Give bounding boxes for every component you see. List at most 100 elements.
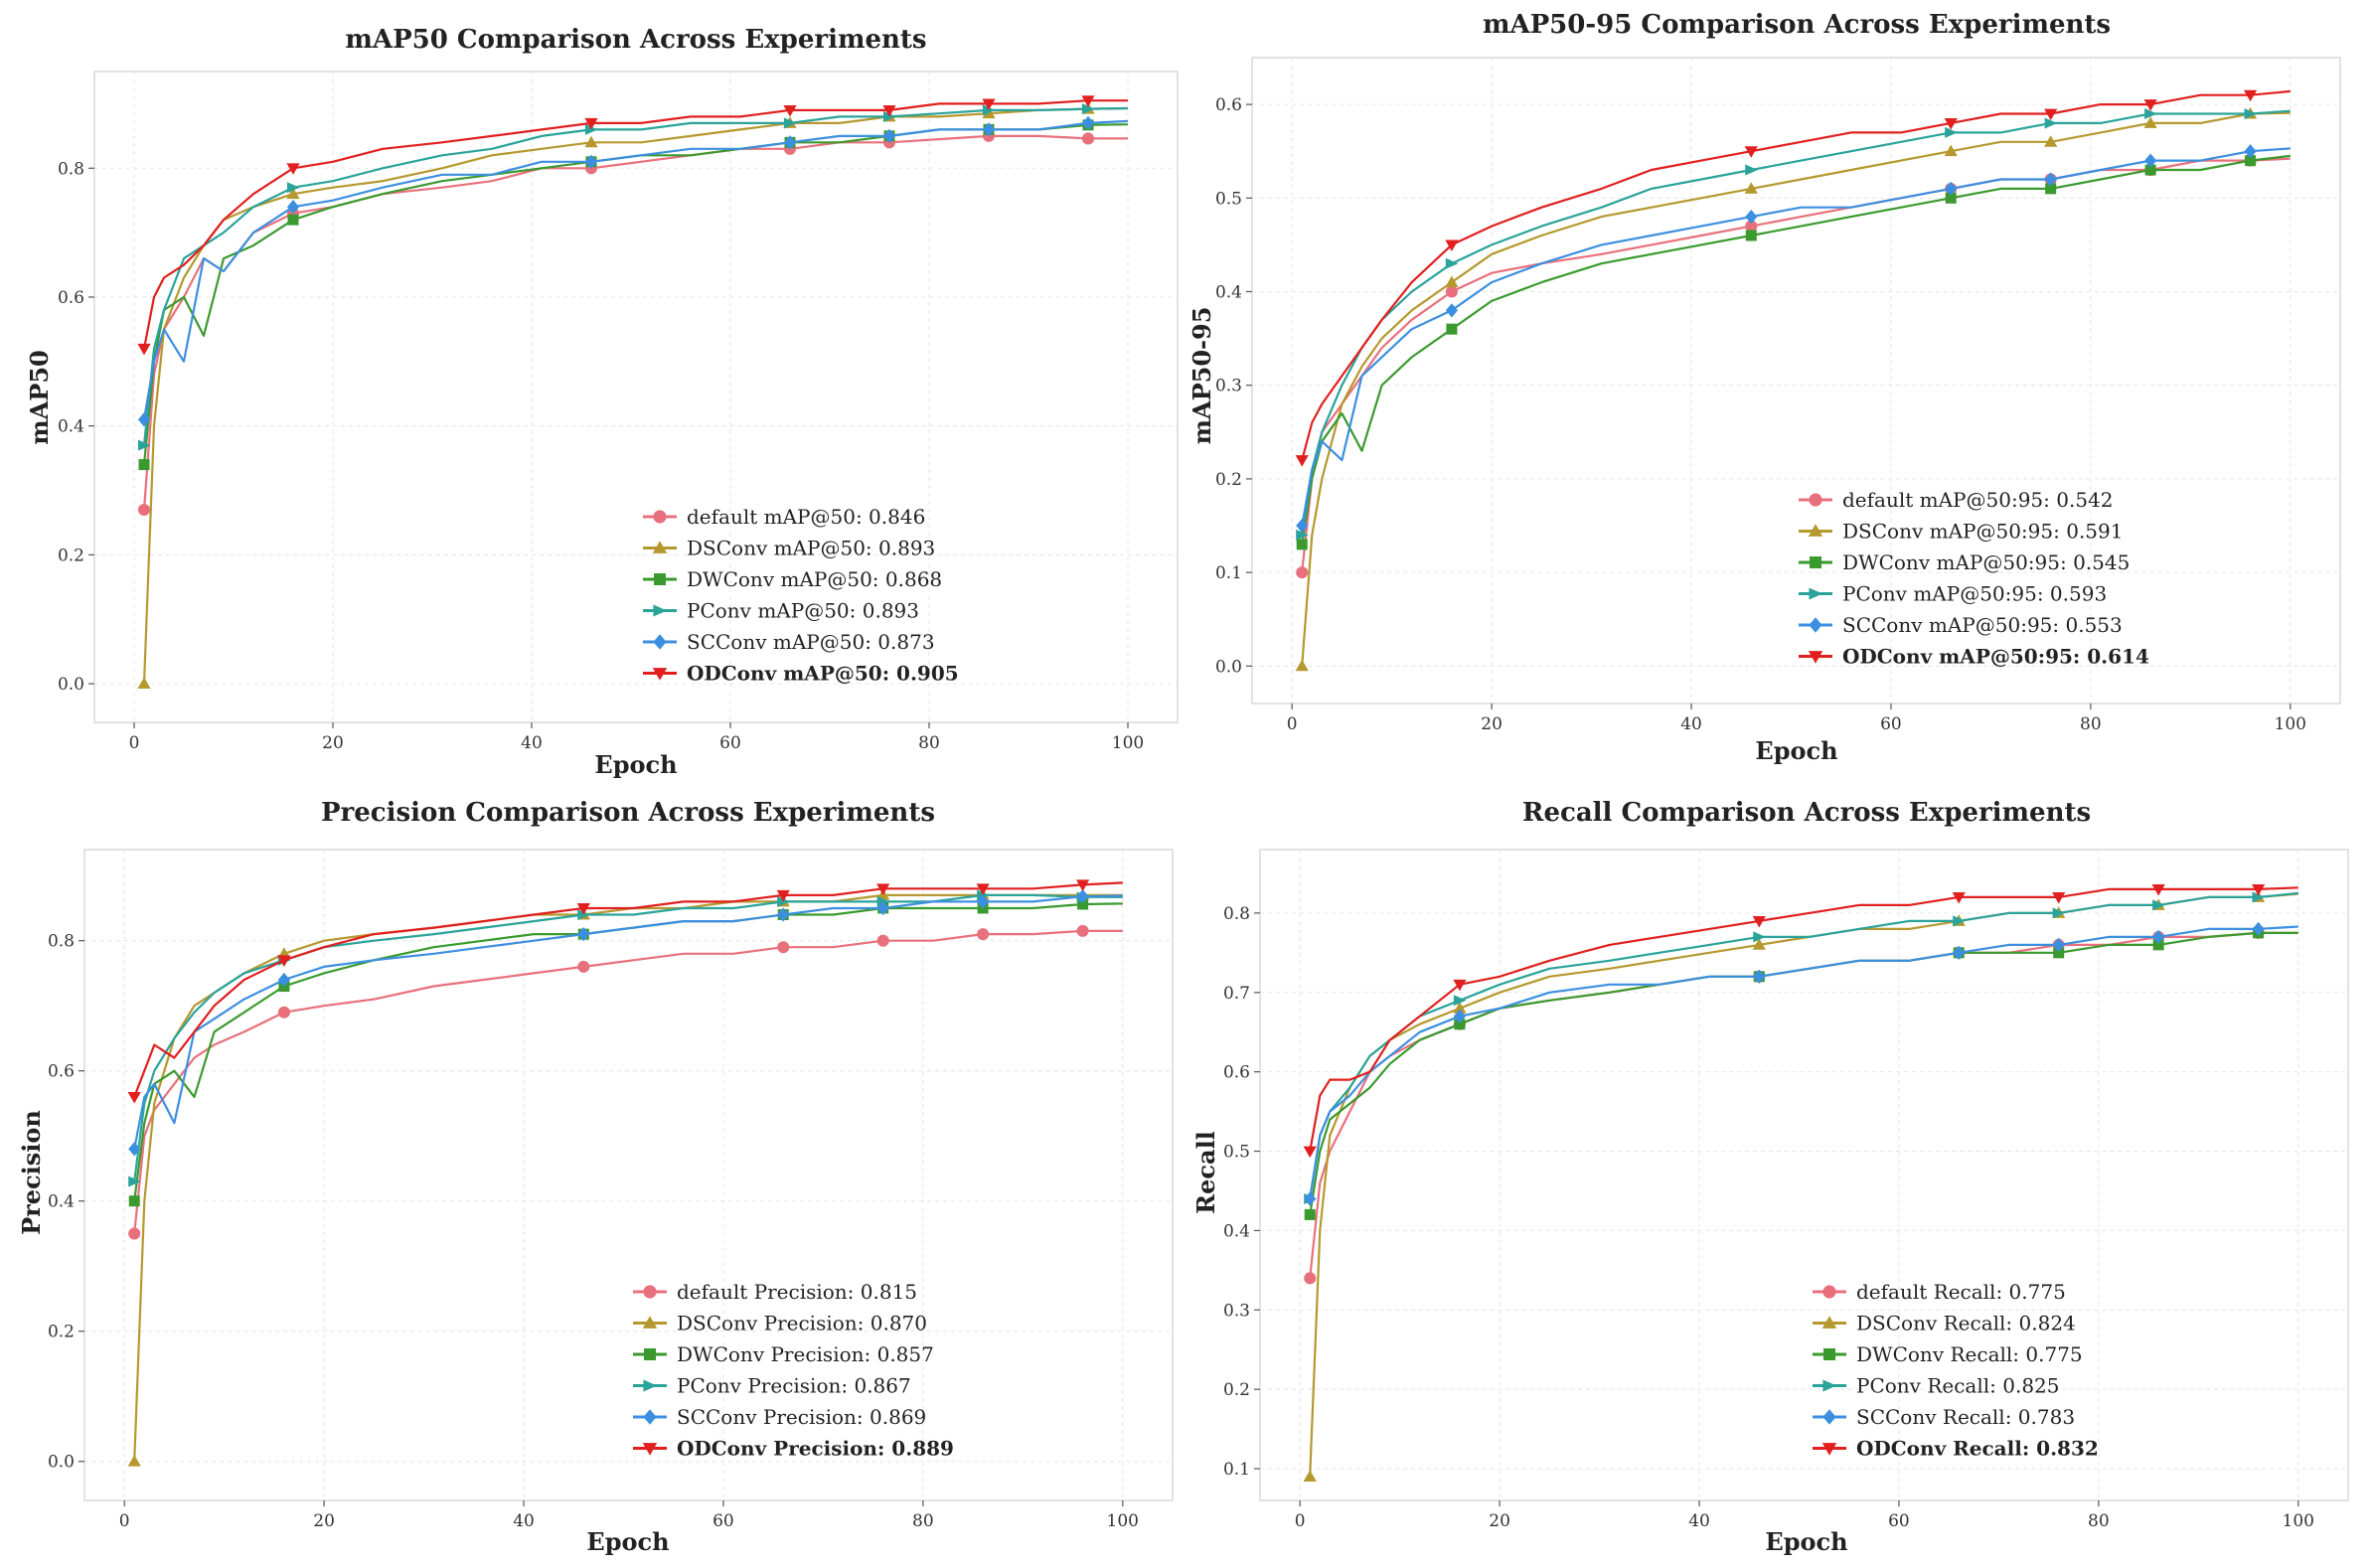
data-point: [1753, 969, 1766, 984]
legend: default Precision: 0.815 DSConv Precision…: [633, 1280, 954, 1461]
legend-label: DSConv mAP@50: 0.893: [687, 537, 935, 560]
data-point: [2144, 153, 2157, 168]
x-tick-label: 20: [322, 733, 344, 753]
legend-marker: [1822, 1379, 1837, 1392]
data-point: [1081, 103, 1095, 115]
chart-title: Recall Comparison Across Experiments: [1522, 798, 2091, 828]
data-point: [1075, 879, 1090, 891]
data-point: [286, 163, 300, 175]
data-point: [577, 909, 590, 920]
y-tick-label: 0.2: [1215, 470, 1242, 490]
series-line: [133, 902, 1123, 1201]
legend-marker: [1808, 524, 1823, 537]
data-point: [1303, 1470, 1317, 1482]
y-tick-label: 0.3: [1215, 377, 1242, 396]
data-point: [137, 412, 151, 427]
legend-marker: [653, 510, 667, 524]
legend-marker: [653, 634, 667, 650]
data-point: [584, 135, 598, 148]
data-point: [1077, 898, 1089, 910]
x-axis-label: Epoch: [586, 1527, 669, 1556]
x-tick-label: 40: [521, 733, 543, 753]
legend-label: default Precision: 0.815: [677, 1280, 917, 1304]
y-tick-label: 0.2: [58, 546, 84, 565]
series-line: [1301, 111, 2291, 667]
data-point: [2052, 907, 2066, 919]
data-point: [2244, 108, 2258, 120]
legend: default Recall: 0.775 DSConv Recall: 0.82…: [1813, 1280, 2099, 1461]
data-point: [1296, 566, 1309, 579]
plot-area: [1251, 57, 2341, 705]
series-default: [128, 924, 1123, 1240]
data-point: [2152, 939, 2164, 951]
data-point: [1453, 1009, 1466, 1023]
plot-area: [83, 849, 1174, 1501]
map50-chart: mAP50 Comparison Across Experiments Epoc…: [25, 25, 1179, 779]
series-odconv: [137, 95, 1128, 356]
legend-marker: [1809, 587, 1823, 600]
data-point: [2243, 89, 2258, 102]
data-point: [2143, 116, 2157, 128]
legend-label: SCConv Precision: 0.869: [677, 1405, 926, 1429]
data-point: [277, 955, 291, 967]
data-point: [1944, 144, 1958, 157]
series-group: [1295, 89, 2291, 672]
legend-marker: [1822, 1409, 1836, 1425]
series-line: [1301, 89, 2291, 461]
y-tick-label: 0.2: [1223, 1380, 1250, 1400]
series-line: [133, 929, 1123, 1234]
axis-ticks: 0 20 40 60 80 100 0.0 0.2 0.4 0.6 0.8: [48, 932, 1139, 1531]
x-tick-label: 80: [2080, 714, 2102, 734]
series-group: [137, 95, 1129, 690]
x-tick-label: 80: [912, 1511, 934, 1531]
x-axis-label: Epoch: [1755, 736, 1837, 765]
legend-marker: [643, 1409, 657, 1425]
data-point: [1953, 915, 1966, 927]
data-point: [584, 123, 598, 135]
data-point: [2252, 921, 2265, 937]
data-point: [1945, 192, 1957, 204]
series-line: [142, 99, 1128, 350]
legend-label: ODConv mAP@50: 0.905: [687, 662, 959, 686]
axis-ticks: 0 20 40 60 80 100 0.1 0.2 0.3 0.4 0.5 0.6 0.7 0.8: [1223, 904, 2314, 1531]
x-tick-label: 60: [1888, 1511, 1910, 1531]
data-point: [286, 187, 300, 200]
y-tick-label: 0.6: [48, 1062, 75, 1082]
data-point: [777, 907, 790, 922]
data-point: [1753, 931, 1766, 943]
legend: default mAP@50: 0.846 DSConv mAP@50: 0.89…: [643, 505, 959, 686]
data-point: [2244, 144, 2257, 159]
data-point: [1744, 146, 1758, 158]
data-point: [128, 1227, 141, 1240]
data-point: [2044, 108, 2058, 121]
data-point: [286, 182, 300, 194]
series-line: [142, 119, 1129, 420]
data-point: [1304, 1191, 1317, 1206]
data-point: [2044, 172, 2057, 187]
y-tick-label: 0.1: [1215, 563, 1242, 583]
data-point: [2144, 108, 2157, 120]
legend-marker: [642, 1443, 658, 1456]
y-tick-label: 0.7: [1223, 984, 1250, 1004]
precision-chart: Precision Comparison Across Experiments …: [17, 798, 1174, 1556]
x-tick-label: 20: [1489, 1511, 1510, 1531]
data-point: [982, 104, 996, 116]
data-point: [128, 1176, 141, 1187]
chart-title: mAP50-95 Comparison Across Experiments: [1483, 10, 2111, 40]
series-line: [133, 881, 1123, 1098]
x-tick-label: 40: [1680, 714, 1702, 734]
legend-label: DWConv Recall: 0.775: [1856, 1342, 2083, 1366]
legend-marker: [1808, 651, 1823, 664]
chart-title: Precision Comparison Across Experiments: [321, 798, 935, 828]
series-scconv: [1296, 144, 2291, 534]
legend-marker: [1821, 1443, 1837, 1456]
legend-label: PConv Recall: 0.825: [1856, 1374, 2060, 1398]
data-point: [1752, 938, 1766, 950]
legend-label: DWConv mAP@50: 0.868: [687, 567, 942, 591]
x-tick-label: 100: [2275, 714, 2306, 734]
legend-label: DWConv Precision: 0.857: [677, 1342, 934, 1366]
y-tick-label: 0.0: [1215, 657, 1242, 677]
data-point: [1745, 164, 1758, 176]
x-tick-label: 100: [2283, 1511, 2314, 1531]
data-point: [777, 941, 790, 954]
